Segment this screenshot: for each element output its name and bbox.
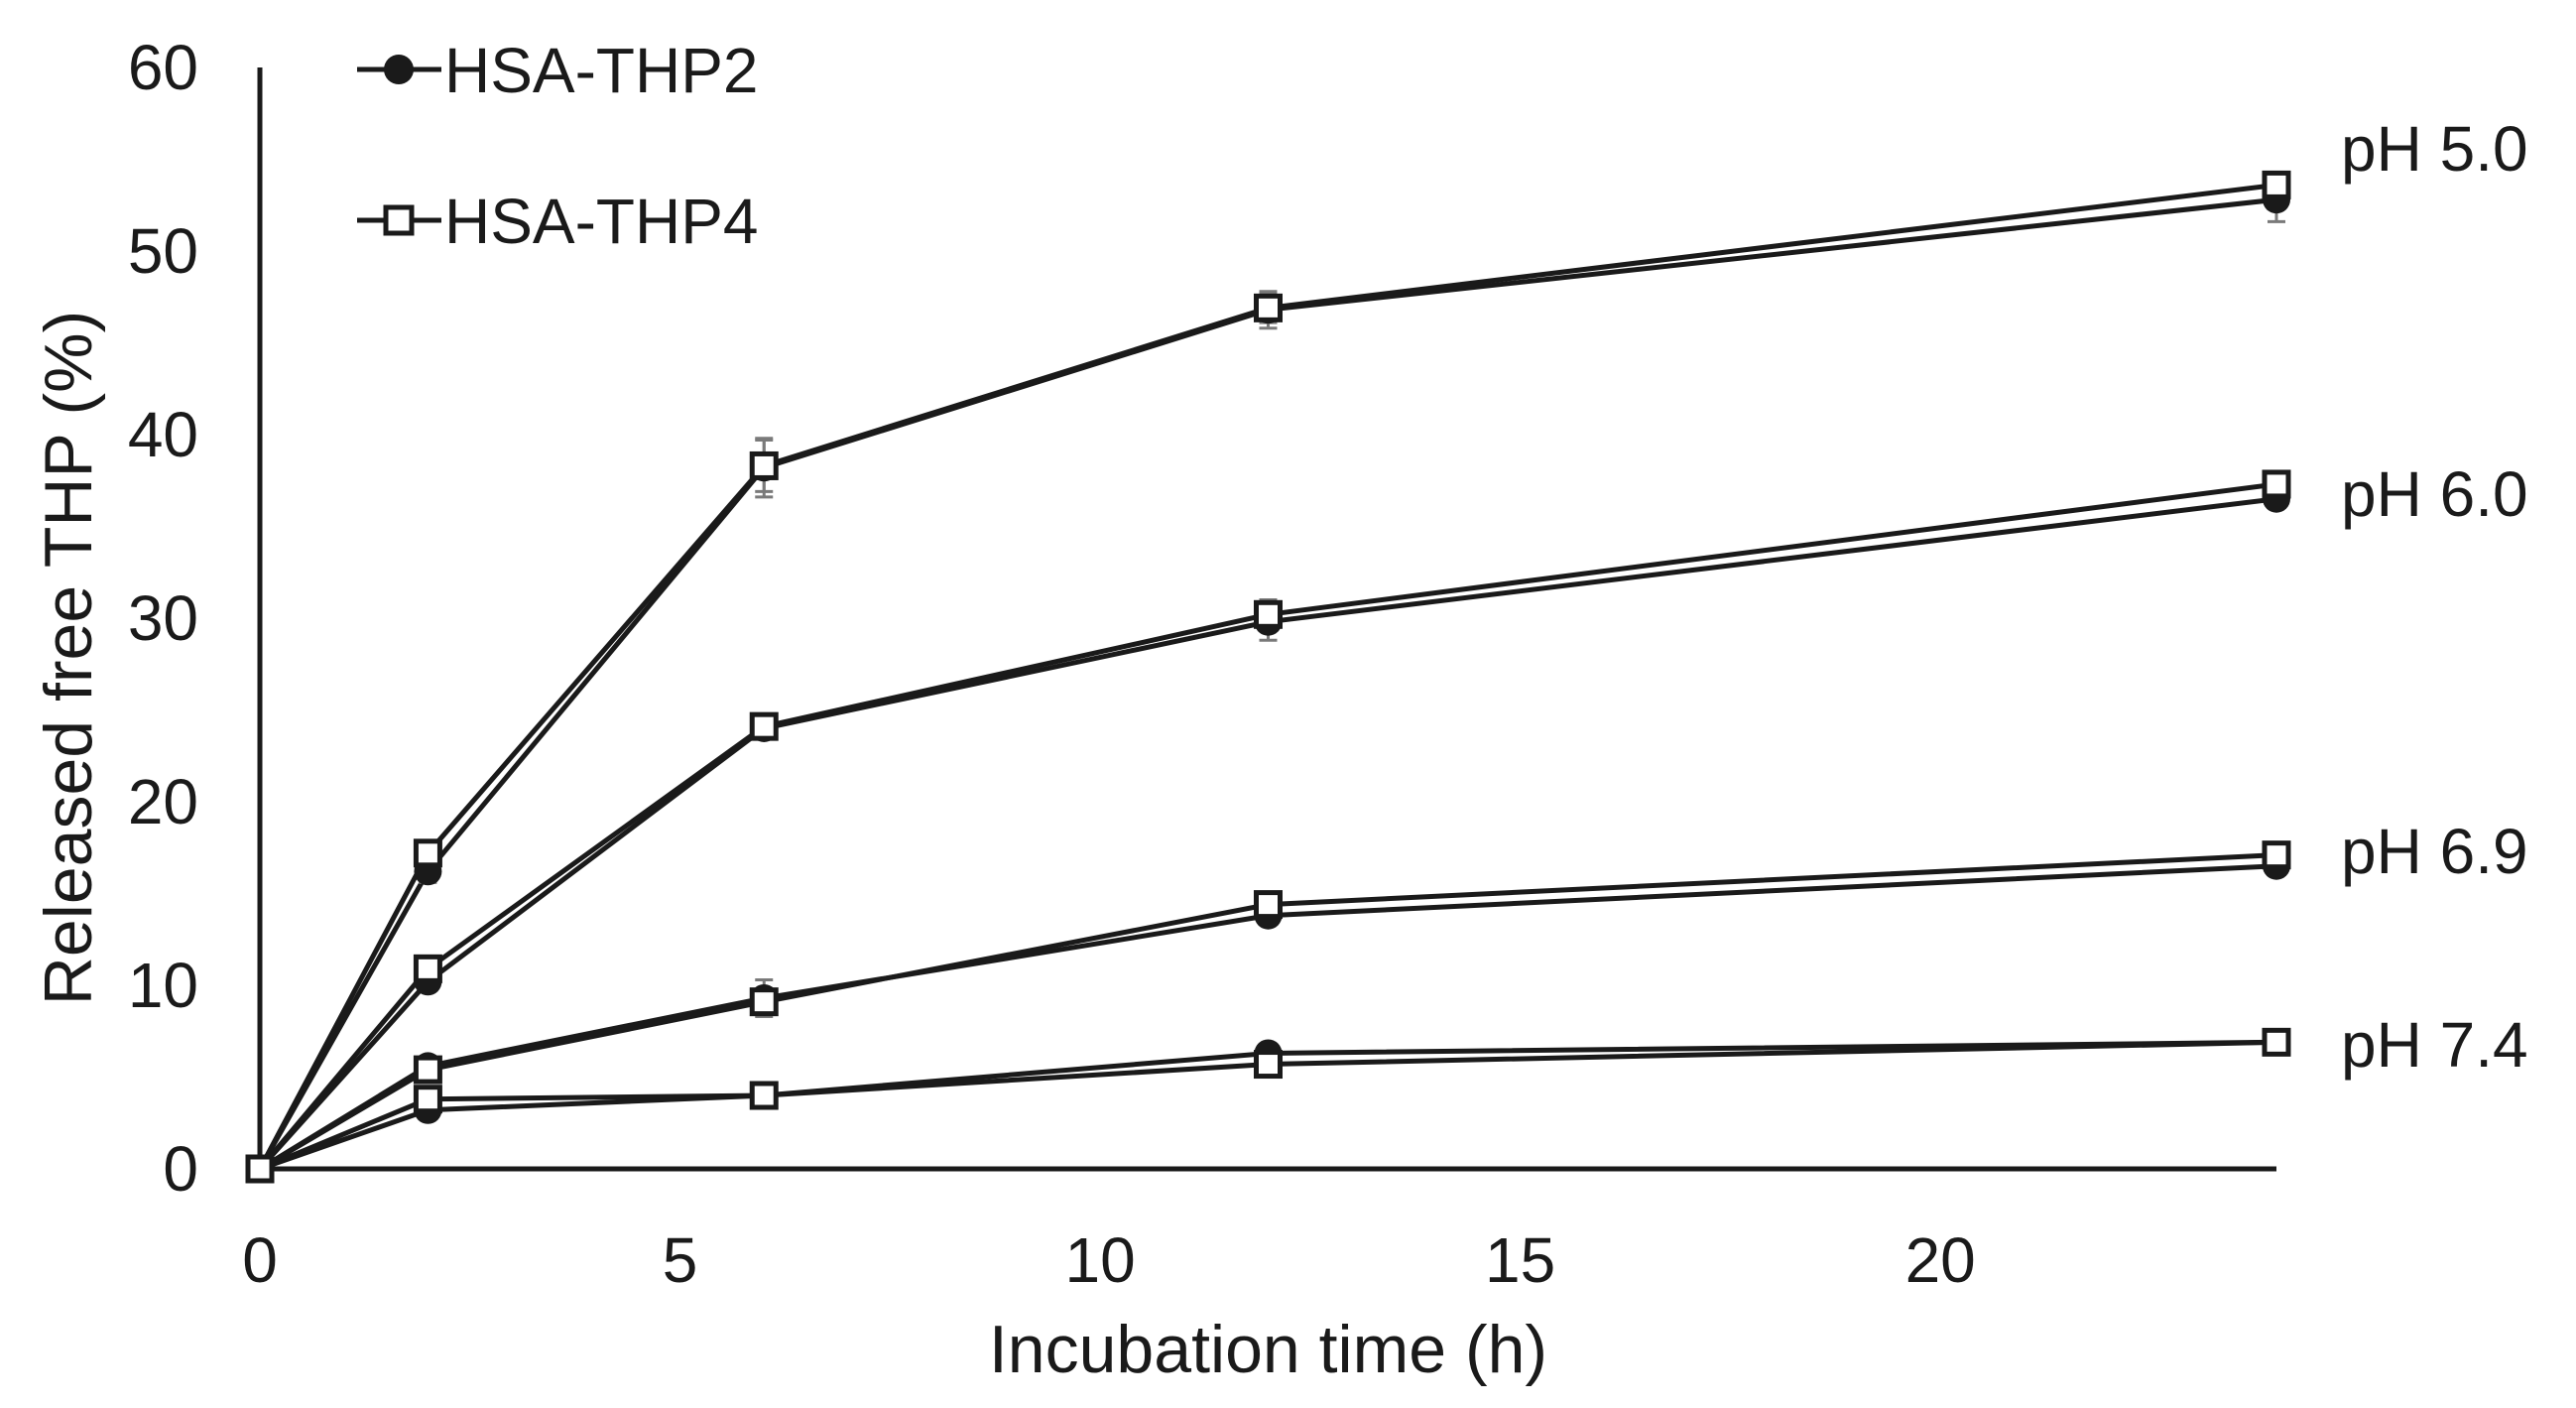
y-tick-label: 40	[128, 399, 198, 470]
x-tick-label: 20	[1905, 1224, 1976, 1296]
data-point-hsa-thp4	[245, 1154, 275, 1184]
group-label-ph-5-0: pH 5.0	[2341, 113, 2528, 185]
group-label-ph-6-0: pH 6.0	[2341, 458, 2528, 530]
legend-item-hsa-thp4: HSA-THP4	[357, 186, 759, 257]
group-labels: pH 5.0 pH 6.0 pH 6.9 pH 7.4	[2341, 113, 2528, 1081]
data-point-hsa-thp4	[749, 711, 779, 741]
data-point-hsa-thp4	[749, 1081, 779, 1110]
data-point-hsa-thp4	[749, 450, 779, 480]
x-tick-label: 15	[1485, 1224, 1555, 1296]
axes	[257, 67, 2276, 1172]
data-point-hsa-thp4	[749, 987, 779, 1017]
x-tick-label: 10	[1064, 1224, 1135, 1296]
y-tick-label: 0	[163, 1133, 198, 1205]
y-tick-label: 20	[128, 766, 198, 837]
data-point-hsa-thp4	[413, 838, 442, 868]
series-line-hsa-thp4-ph-5-0	[257, 182, 2277, 1171]
x-axis-title: Incubation time (h)	[989, 1312, 1547, 1387]
legend-marker-open-square	[383, 204, 415, 236]
x-tick-label: 0	[242, 1224, 278, 1296]
data-point-hsa-thp4	[1254, 599, 1283, 629]
tick-labels: 0 10 20 30 40 50 60 0 5 10 15 20	[128, 32, 1976, 1296]
data-point-hsa-thp4	[2262, 840, 2291, 870]
group-label-ph-7-4: pH 7.4	[2341, 1009, 2528, 1081]
legend: HSA-THP2 HSA-THP4	[357, 35, 759, 257]
data-point-hsa-thp4	[2262, 1027, 2291, 1057]
legend-label-hsa-thp4: HSA-THP4	[444, 186, 759, 257]
legend-label-hsa-thp2: HSA-THP2	[444, 35, 759, 106]
y-tick-label: 60	[128, 32, 198, 103]
data-point-hsa-thp4	[413, 1085, 442, 1114]
group-ph-6-0	[245, 469, 2291, 1184]
data-point-hsa-thp4	[1254, 890, 1283, 920]
data-point-hsa-thp4	[2262, 170, 2291, 199]
data-point-hsa-thp4	[1254, 293, 1283, 322]
group-ph-7-4	[245, 1027, 2291, 1184]
series-line-hsa-thp2-ph-5-0	[257, 196, 2277, 1171]
y-axis-title: Released free THP (%)	[31, 311, 106, 1005]
legend-item-hsa-thp2: HSA-THP2	[357, 35, 759, 106]
data-point-hsa-thp4	[413, 1055, 442, 1085]
x-tick-label: 5	[663, 1224, 698, 1296]
y-tick-label: 30	[128, 582, 198, 654]
legend-marker-filled-circle	[384, 55, 414, 84]
data-series	[245, 170, 2291, 1184]
data-point-hsa-thp4	[2262, 469, 2291, 499]
group-ph-6-9	[245, 840, 2291, 1184]
group-ph-5-0	[245, 170, 2291, 1184]
data-point-hsa-thp4	[413, 954, 442, 983]
data-point-hsa-thp4	[1254, 1050, 1283, 1080]
y-tick-label: 50	[128, 215, 198, 287]
group-label-ph-6-9: pH 6.9	[2341, 816, 2528, 887]
y-tick-label: 10	[128, 950, 198, 1021]
